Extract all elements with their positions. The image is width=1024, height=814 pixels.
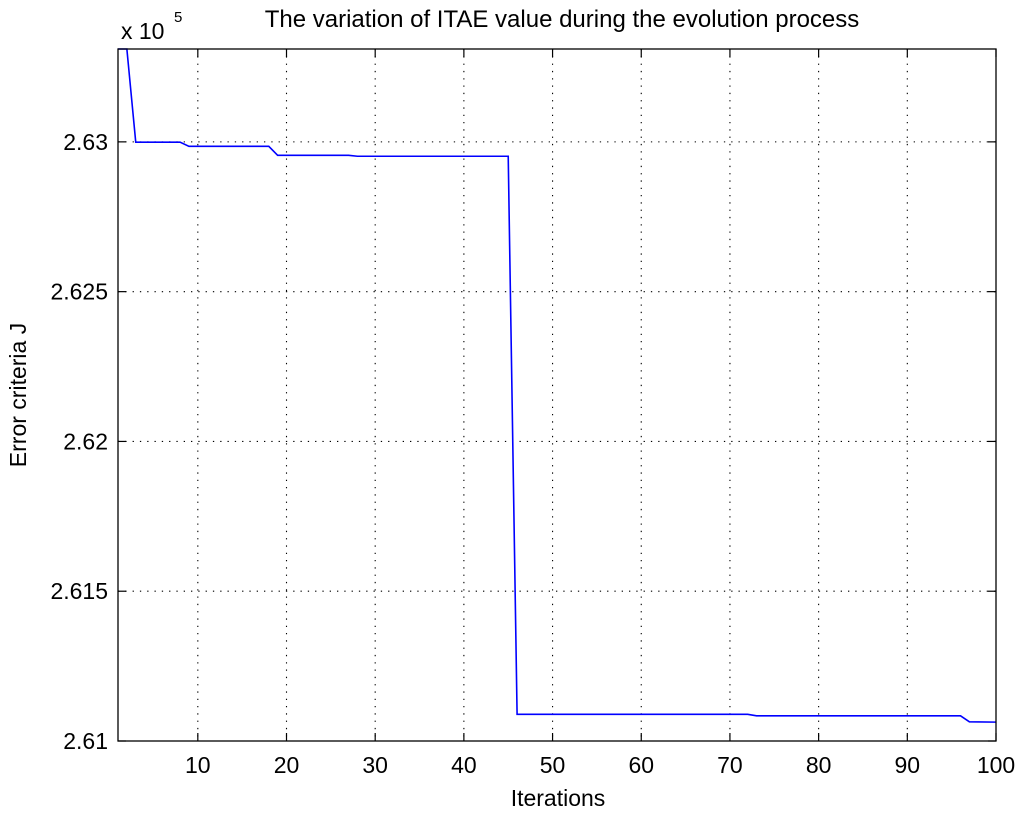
y-tick-label: 2.625	[50, 279, 108, 305]
x-tick-label: 20	[274, 752, 300, 778]
chart-title: The variation of ITAE value during the e…	[265, 6, 860, 33]
y-tick-label: 2.615	[50, 578, 108, 604]
x-tick-label: 100	[977, 752, 1015, 778]
x-tick-label: 70	[717, 752, 743, 778]
x-tick-label: 90	[895, 752, 921, 778]
x-tick-labels: 10 20 30 40 50 60 70 80 90 100	[185, 752, 1015, 778]
x-tick-label: 10	[185, 752, 211, 778]
plot-area-border	[117, 48, 997, 742]
x-axis-label: Iterations	[511, 785, 606, 811]
tick-layer	[118, 49, 997, 742]
y-tick-label: 2.61	[63, 728, 108, 754]
y-axis-label: Error criteria J	[5, 323, 31, 467]
grid-layer	[118, 49, 996, 741]
x-tick-label: 80	[806, 752, 832, 778]
x-tick-label: 60	[628, 752, 654, 778]
y-multiplier-exponent: 5	[174, 9, 182, 26]
x-tick-label: 40	[451, 752, 477, 778]
y-tick-labels: 2.61 2.615 2.62 2.625 2.63	[50, 129, 108, 754]
line-layer	[118, 48, 997, 723]
y-tick-label: 2.63	[63, 129, 108, 155]
series-line-itae	[118, 48, 997, 723]
y-multiplier-base: x 10	[121, 18, 164, 44]
x-tick-label: 30	[362, 752, 388, 778]
x-tick-label: 50	[540, 752, 566, 778]
y-tick-label: 2.62	[63, 428, 108, 454]
